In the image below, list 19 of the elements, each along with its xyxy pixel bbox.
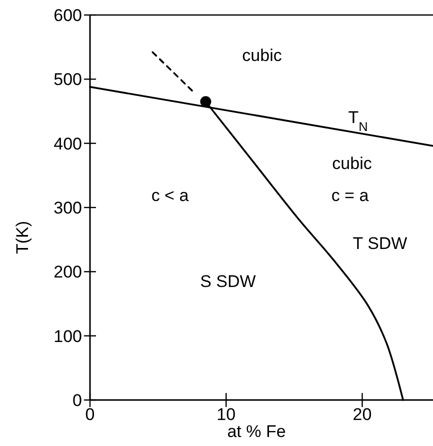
y-tick-label: 200 (54, 262, 82, 282)
annotation: S SDW (200, 272, 256, 291)
y-axis-title: T(K) (13, 220, 32, 254)
x-axis-title: at % Fe (227, 422, 286, 441)
annotation: cubic (242, 46, 282, 65)
annotation: c = a (331, 186, 370, 205)
y-tick-label: 100 (54, 326, 82, 346)
x-tick-label: 10 (216, 405, 236, 424)
y-tick-label: 400 (54, 134, 82, 154)
annotation: c < a (151, 186, 190, 205)
y-tick-label: 300 (54, 198, 82, 218)
y-tick-label: 500 (54, 70, 82, 90)
x-tick-label: 20 (352, 405, 372, 424)
annotation: T$_{N}$ (348, 108, 368, 134)
x-tick-label: 0 (85, 405, 95, 424)
annotation: cubic (332, 154, 372, 173)
y-tick-label: 600 (54, 6, 82, 25)
annotation: T SDW (352, 234, 408, 253)
y-tick-label: 0 (72, 390, 82, 410)
